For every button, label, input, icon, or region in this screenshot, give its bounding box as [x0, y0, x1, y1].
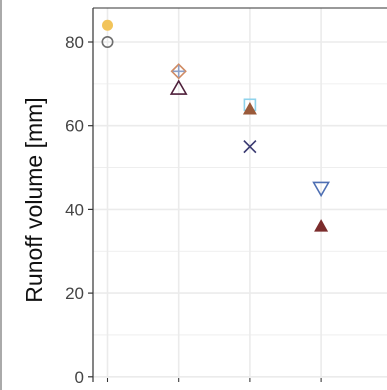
point-diamond-open: [170, 63, 187, 80]
y-tick-label: 0: [75, 368, 84, 387]
y-tick-label: 20: [65, 284, 84, 303]
point-plus: [172, 65, 185, 78]
plot-panel: [93, 8, 387, 382]
point-circle-open: [101, 35, 114, 48]
point-triangle-down-open: [312, 181, 330, 198]
y-tick-label: 60: [65, 117, 84, 136]
point-circle-filled: [102, 19, 113, 31]
point-cross: [243, 140, 257, 154]
point-triangle-open: [169, 79, 188, 95]
y-tick-label: 40: [65, 200, 84, 219]
panel-background: [93, 8, 387, 382]
y-tick-label: 80: [65, 33, 84, 52]
point-triangle-filled: [242, 101, 257, 115]
y-axis-title: Runoff volume [mm]: [21, 97, 47, 302]
point-triangle-filled: [314, 219, 329, 232]
data-points: [101, 19, 330, 232]
